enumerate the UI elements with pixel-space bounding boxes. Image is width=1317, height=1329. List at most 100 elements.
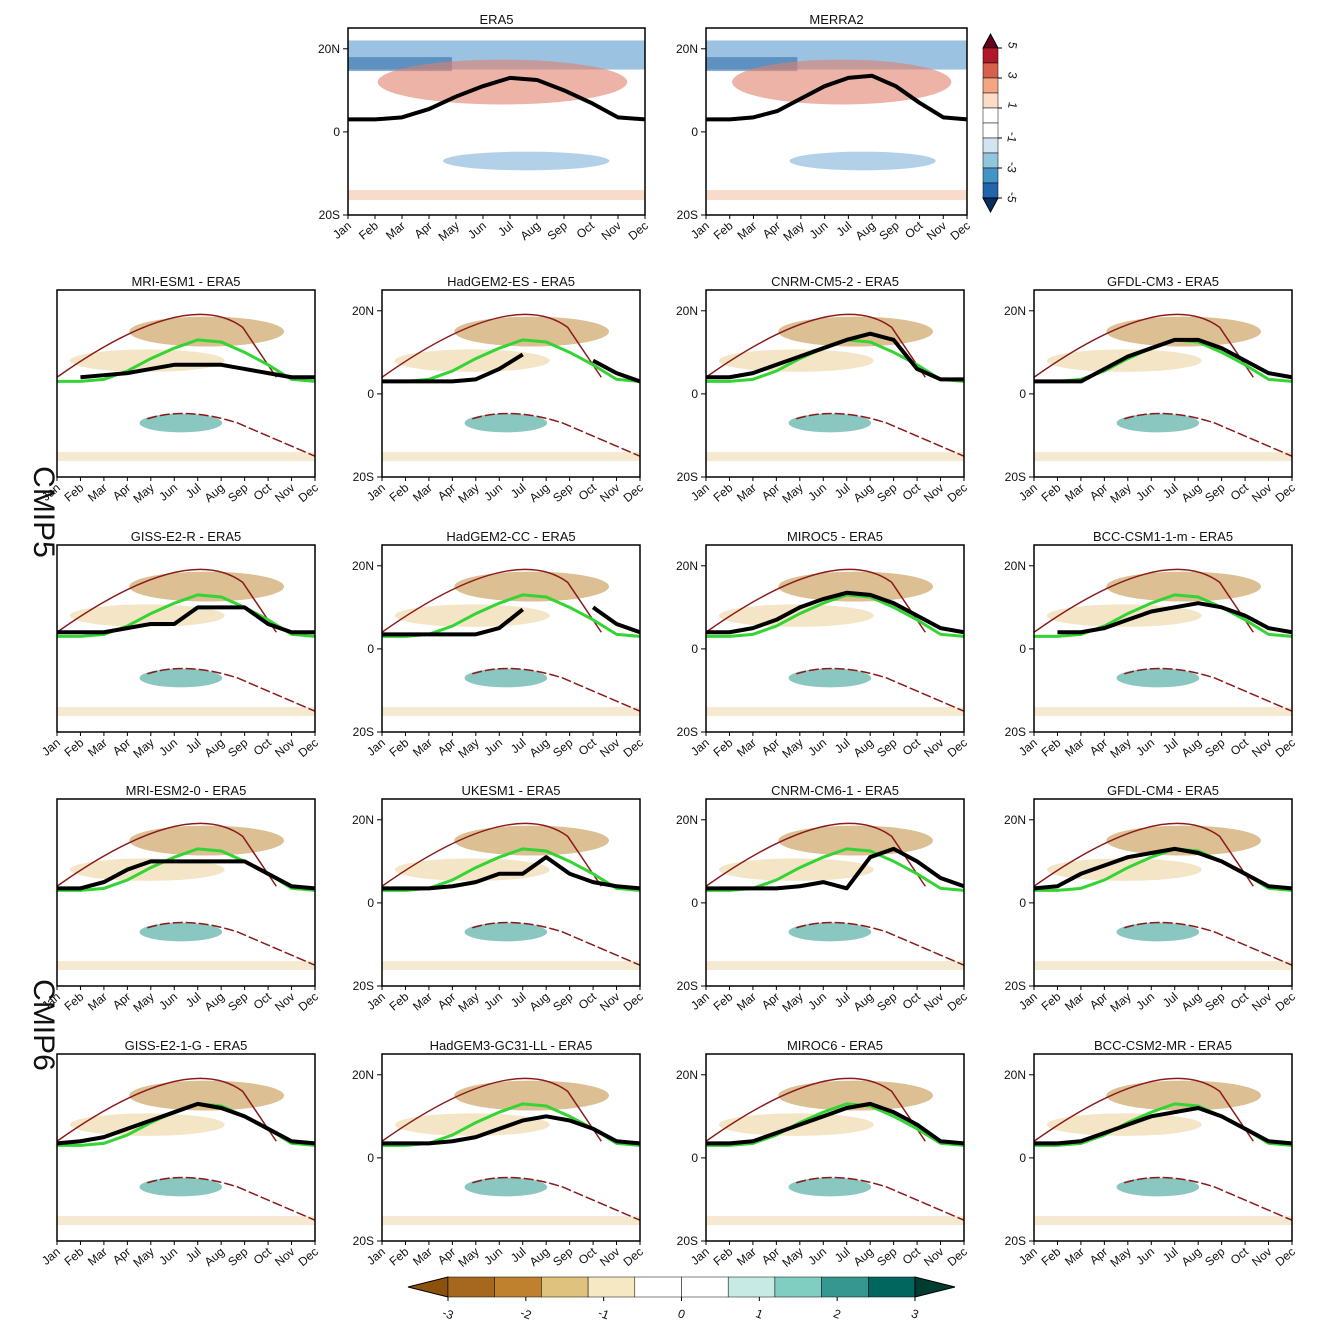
itcz-line bbox=[57, 859, 316, 891]
x-tick-label: Mar bbox=[85, 481, 110, 505]
x-tick-label: Dec bbox=[1273, 990, 1298, 1014]
itcz-line bbox=[382, 352, 641, 384]
shading bbox=[1116, 668, 1200, 688]
x-tick-label: Feb bbox=[1039, 480, 1064, 504]
x-tick-label: Nov bbox=[921, 736, 946, 760]
shading bbox=[464, 413, 548, 433]
x-tick-label: Aug bbox=[527, 990, 552, 1014]
x-tick-label: Jul bbox=[508, 481, 529, 502]
x-tick-label: Oct bbox=[1228, 735, 1252, 758]
colorbar-label: -2 bbox=[518, 1306, 533, 1323]
x-tick-label: Nov bbox=[1249, 481, 1274, 505]
panel-title: MERRA2 bbox=[809, 12, 863, 27]
x-tick-label: May bbox=[1107, 481, 1133, 506]
y-tick-label: 20N bbox=[676, 304, 698, 318]
x-tick-label: Dec bbox=[1273, 736, 1298, 760]
plot-frame bbox=[347, 27, 646, 216]
x-tick-label: Dec bbox=[621, 990, 646, 1014]
plot-frame bbox=[56, 1053, 316, 1242]
x-tick-label: Feb bbox=[62, 735, 87, 759]
x-tick-label: Jul bbox=[508, 736, 529, 757]
x-tick-label: Dec bbox=[1273, 481, 1298, 505]
shading bbox=[57, 1216, 315, 1226]
shading bbox=[454, 316, 610, 347]
panel-title: BCC-CSM2-MR - ERA5 bbox=[1094, 1038, 1232, 1053]
x-tick-label: Jan bbox=[688, 990, 712, 1013]
x-tick-label: Nov bbox=[597, 736, 622, 760]
x-tick-label: May bbox=[130, 1245, 156, 1270]
x-tick-label: Oct bbox=[576, 989, 600, 1012]
x-tick-label: Mar bbox=[383, 219, 408, 243]
x-tick-label: Sep bbox=[1202, 735, 1228, 760]
x-tick-label: Nov bbox=[924, 219, 949, 243]
x-tick-label: Apr bbox=[1087, 990, 1110, 1013]
itcz-line bbox=[57, 605, 315, 635]
x-tick-label: May bbox=[779, 736, 805, 761]
x-tick-label: Mar bbox=[734, 736, 759, 760]
x-tick-label: Aug bbox=[518, 219, 543, 243]
x-tick-label: Oct bbox=[574, 218, 598, 241]
shading bbox=[382, 707, 640, 717]
x-tick-label: May bbox=[455, 1245, 481, 1270]
x-tick-label: Oct bbox=[1228, 989, 1252, 1012]
x-tick-label: Mar bbox=[1062, 481, 1087, 505]
x-tick-label: May bbox=[455, 990, 481, 1015]
x-tick-label: Sep bbox=[550, 1244, 576, 1269]
x-tick-label: Apr bbox=[1087, 481, 1110, 504]
itcz-line bbox=[382, 605, 641, 637]
y-tick-label: 20S bbox=[1005, 979, 1026, 993]
y-tick-label: 20N bbox=[676, 1068, 698, 1082]
x-tick-label: Oct bbox=[251, 1244, 275, 1267]
itcz-line bbox=[80, 362, 315, 380]
contour bbox=[1033, 822, 1254, 887]
shading bbox=[57, 961, 315, 971]
x-tick-label: Jun bbox=[807, 219, 831, 242]
y-tick-label: 0 bbox=[691, 642, 698, 656]
y-tick-label: 0 bbox=[691, 387, 698, 401]
colorbar-cell bbox=[727, 1276, 776, 1298]
contour bbox=[796, 1176, 965, 1221]
shading bbox=[706, 707, 964, 717]
x-tick-label: Dec bbox=[296, 990, 321, 1014]
x-tick-label: Jul bbox=[1160, 990, 1181, 1011]
x-tick-label: Jul bbox=[183, 1245, 204, 1266]
x-tick-label: Oct bbox=[251, 735, 275, 758]
panel-title: GISS-E2-1-G - ERA5 bbox=[125, 1038, 248, 1053]
x-tick-label: Oct bbox=[900, 735, 924, 758]
y-tick-label: 20N bbox=[1004, 1068, 1026, 1082]
contour bbox=[1033, 568, 1254, 633]
shading bbox=[788, 413, 872, 433]
x-tick-label: Feb bbox=[387, 480, 412, 504]
x-tick-label: Sep bbox=[225, 480, 251, 505]
x-tick-label: Apr bbox=[110, 1245, 133, 1268]
x-tick-label: Dec bbox=[296, 481, 321, 505]
itcz-line bbox=[706, 1101, 965, 1146]
plot-frame bbox=[1033, 544, 1293, 733]
row-label: CMIP6 bbox=[27, 979, 60, 1071]
y-tick-label: 20N bbox=[1004, 813, 1026, 827]
x-tick-label: Sep bbox=[874, 1244, 900, 1269]
x-tick-label: Sep bbox=[225, 735, 251, 760]
shading bbox=[382, 1216, 640, 1226]
x-tick-label: Jan bbox=[364, 481, 388, 504]
shading bbox=[706, 1216, 964, 1226]
x-tick-label: Jun bbox=[156, 1245, 180, 1268]
x-tick-label: Feb bbox=[1039, 735, 1064, 759]
shading bbox=[139, 1177, 223, 1197]
y-tick-label: 0 bbox=[333, 125, 340, 139]
x-tick-label: Oct bbox=[900, 1244, 924, 1267]
panel-title: CNRM-CM5-2 - ERA5 bbox=[771, 274, 899, 289]
x-tick-label: Mar bbox=[410, 736, 435, 760]
panel-title: MRI-ESM2-0 - ERA5 bbox=[126, 783, 247, 798]
x-tick-label: Aug bbox=[851, 990, 876, 1014]
x-tick-label: Aug bbox=[202, 1245, 227, 1269]
x-tick-label: Oct bbox=[900, 989, 924, 1012]
x-tick-label: May bbox=[130, 736, 156, 761]
contour bbox=[56, 822, 277, 887]
contour bbox=[56, 568, 277, 633]
colorbar-end bbox=[982, 32, 999, 49]
